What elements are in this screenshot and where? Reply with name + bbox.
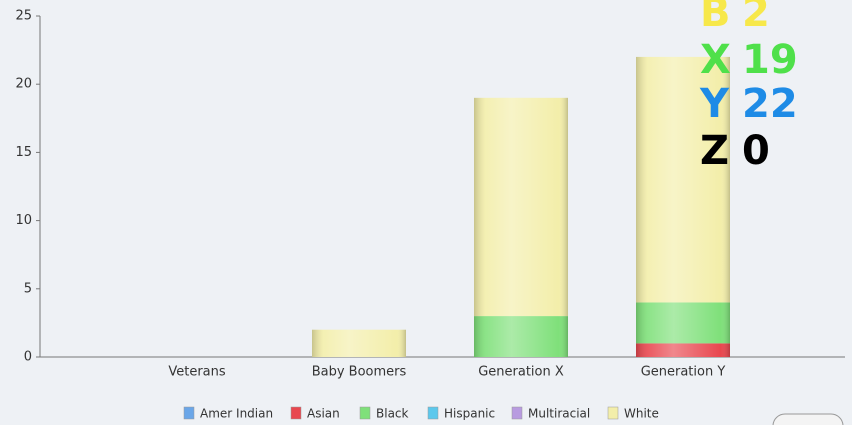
y-tick-label: 25 bbox=[15, 9, 32, 24]
y-tick-label: 15 bbox=[15, 145, 32, 160]
annotation-label: B bbox=[700, 0, 731, 36]
annotation-value: 19 bbox=[742, 37, 798, 83]
bar-gloss bbox=[474, 97, 568, 317]
legend-swatch bbox=[359, 406, 371, 420]
annotation-label: X bbox=[700, 37, 731, 83]
legend-label: White bbox=[624, 407, 659, 421]
legend-label: Multiracial bbox=[528, 407, 590, 421]
y-tick-label: 20 bbox=[15, 77, 32, 92]
y-tick-label: 10 bbox=[15, 213, 32, 228]
legend-swatch bbox=[607, 406, 619, 420]
y-tick-label: 0 bbox=[24, 350, 32, 365]
legend-label: Amer Indian bbox=[200, 407, 273, 421]
x-tick-label: Generation X bbox=[478, 365, 564, 380]
legend-label: Asian bbox=[307, 407, 340, 421]
annotation-label: Y bbox=[699, 81, 730, 127]
x-tick-label: Veterans bbox=[168, 365, 226, 380]
legend-swatch bbox=[290, 406, 302, 420]
legend-swatch bbox=[183, 406, 195, 420]
bar-gloss bbox=[474, 316, 568, 357]
annotation-label: Z bbox=[700, 128, 729, 174]
legend-label: Black bbox=[376, 407, 409, 421]
bar-gloss bbox=[312, 329, 406, 357]
annotation-value: 0 bbox=[742, 128, 770, 174]
x-tick-label: Baby Boomers bbox=[312, 365, 407, 380]
x-tick-label: Generation Y bbox=[641, 365, 726, 380]
annotation-value: 22 bbox=[742, 81, 798, 127]
y-tick-label: 5 bbox=[24, 281, 32, 296]
annotation-value: 2 bbox=[742, 0, 770, 36]
button[interactable] bbox=[772, 413, 844, 425]
legend-label: Hispanic bbox=[444, 407, 495, 421]
bar-gloss bbox=[636, 343, 730, 357]
legend-swatch bbox=[427, 406, 439, 420]
legend-swatch bbox=[511, 406, 523, 420]
bar-gloss bbox=[636, 302, 730, 344]
bar-gloss bbox=[636, 56, 730, 303]
